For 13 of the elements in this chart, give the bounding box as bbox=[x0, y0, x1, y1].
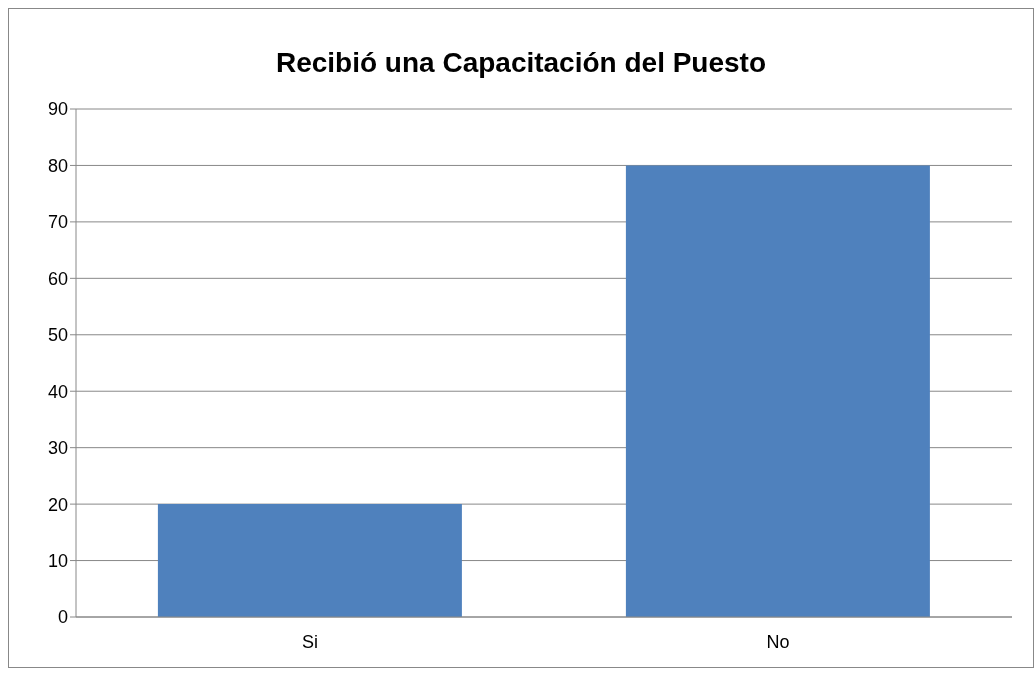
y-tick-label: 70 bbox=[47, 212, 68, 233]
y-tick-label: 80 bbox=[47, 155, 68, 176]
y-tick-label: 30 bbox=[47, 438, 68, 459]
x-tick-label: Si bbox=[301, 631, 319, 652]
y-tick-label: 20 bbox=[47, 494, 68, 515]
y-tick-label: 0 bbox=[57, 607, 68, 628]
x-tick-label: No bbox=[766, 631, 790, 652]
y-tick-label: 10 bbox=[47, 550, 68, 571]
chart-title: Recibió una Capacitación del Puesto bbox=[274, 47, 768, 79]
y-tick-label: 60 bbox=[47, 268, 68, 289]
y-tick-label: 40 bbox=[47, 381, 68, 402]
y-tick-label: 90 bbox=[47, 99, 68, 120]
y-tick-label: 50 bbox=[47, 325, 68, 346]
